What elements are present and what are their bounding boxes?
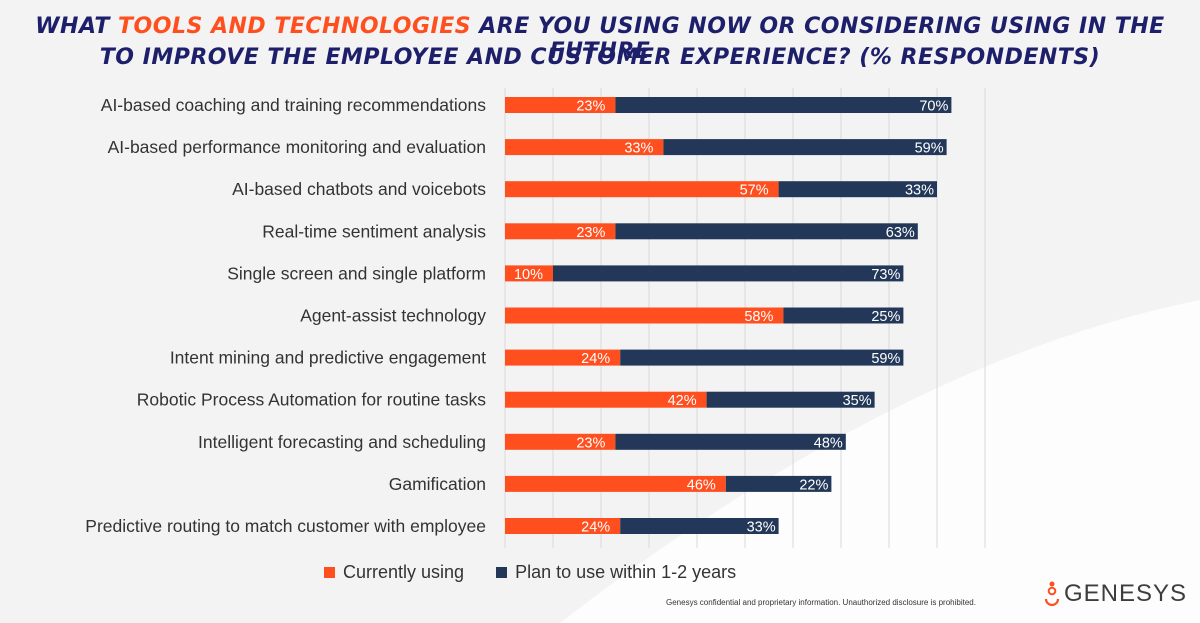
bar-plan-to-use [553, 265, 904, 282]
data-label-plan-to-use: 63% [886, 225, 915, 241]
bar-plan-to-use [663, 139, 947, 156]
bar-currently-using [505, 139, 664, 156]
legend: Currently using Plan to use within 1-2 y… [324, 560, 736, 584]
bar-plan-to-use [706, 391, 875, 408]
category-label: AI-based chatbots and voicebots [232, 179, 486, 199]
bar-plan-to-use [783, 307, 904, 324]
data-label-currently-using: 23% [576, 225, 605, 241]
footer-disclaimer: Genesys confidential and proprietary inf… [666, 598, 976, 607]
bar-plan-to-use [615, 97, 952, 113]
legend-swatch-plan [496, 566, 508, 578]
data-label-currently-using: 23% [576, 99, 605, 115]
data-label-currently-using: 10% [514, 267, 543, 283]
data-label-currently-using: 24% [581, 351, 610, 367]
legend-item-plan: Plan to use within 1-2 years [496, 562, 736, 583]
bar-currently-using [505, 223, 616, 240]
category-label: Single screen and single platform [227, 263, 486, 283]
data-label-plan-to-use: 22% [799, 477, 828, 493]
data-label-currently-using: 42% [668, 393, 697, 409]
category-label: Real-time sentiment analysis [262, 221, 486, 241]
genesys-logo-icon [1044, 581, 1060, 607]
category-label: Robotic Process Automation for routine t… [137, 390, 486, 410]
category-label: Gamification [389, 474, 486, 494]
bar-currently-using [505, 349, 621, 366]
title-highlight: tools and technologies [118, 14, 472, 39]
legend-label-current: Currently using [343, 561, 465, 582]
stacked-bar-chart: AI-based coaching and training recommend… [85, 88, 986, 548]
data-label-currently-using: 58% [744, 309, 773, 325]
data-label-currently-using: 46% [687, 477, 716, 493]
chart-title-line1: What tools and technologies are you usin… [0, 14, 1200, 64]
category-label: AI-based coaching and training recommend… [101, 95, 486, 115]
bar-currently-using [505, 97, 616, 113]
bar-plan-to-use [725, 475, 832, 492]
data-label-plan-to-use: 33% [905, 183, 934, 199]
data-label-currently-using: 33% [624, 141, 653, 157]
category-label: Predictive routing to match customer wit… [85, 516, 486, 536]
data-label-currently-using: 57% [740, 183, 769, 199]
data-label-plan-to-use: 35% [843, 393, 872, 409]
category-label: Intelligent forecasting and scheduling [198, 432, 486, 452]
genesys-logo: GENESYS [1044, 579, 1187, 609]
bar-plan-to-use [778, 181, 937, 198]
data-label-plan-to-use: 48% [814, 435, 843, 451]
bar-currently-using [505, 518, 621, 534]
title-suffix: are you using now or considering using i… [471, 14, 1165, 64]
bar-currently-using [505, 307, 784, 324]
chart-title-line2: to improve the employee and customer exp… [99, 45, 1101, 70]
bar-currently-using [505, 433, 616, 450]
data-label-currently-using: 23% [576, 435, 605, 451]
bar-plan-to-use [615, 433, 846, 450]
data-label-currently-using: 24% [581, 520, 610, 536]
legend-label-plan: Plan to use within 1-2 years [515, 561, 737, 582]
bar-currently-using [505, 265, 553, 282]
bar-plan-to-use [615, 223, 918, 240]
legend-swatch-current [324, 566, 335, 578]
data-label-plan-to-use: 73% [871, 267, 900, 283]
bar-currently-using [505, 181, 779, 198]
category-label: AI-based performance monitoring and eval… [108, 137, 486, 157]
bar-currently-using [505, 391, 707, 408]
data-label-plan-to-use: 25% [871, 309, 900, 325]
logo-wordmark: GENESYS [1064, 580, 1188, 607]
bar-plan-to-use [620, 349, 904, 366]
data-label-plan-to-use: 33% [747, 520, 776, 536]
category-label: Intent mining and predictive engagement [170, 348, 486, 368]
title-prefix: What [35, 14, 119, 39]
data-label-plan-to-use: 70% [919, 99, 948, 115]
legend-item-current: Currently using [324, 562, 464, 583]
category-label: Agent-assist technology [300, 306, 486, 326]
bar-plan-to-use [620, 518, 779, 534]
data-label-plan-to-use: 59% [871, 351, 900, 367]
data-label-plan-to-use: 59% [915, 141, 944, 157]
bar-currently-using [505, 475, 726, 492]
